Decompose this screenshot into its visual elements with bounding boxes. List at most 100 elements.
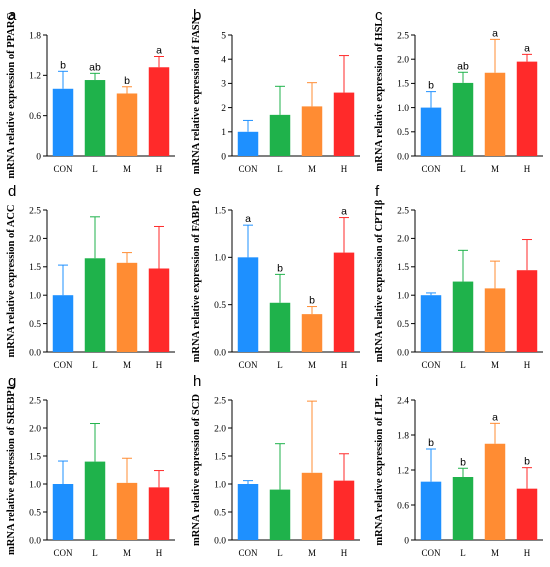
panel-letter-f: f xyxy=(375,183,380,200)
y-tick-label-a-2: 1.2 xyxy=(29,72,41,82)
x-tick-label-b-L: L xyxy=(277,164,283,174)
panel-letter-c: c xyxy=(375,7,383,24)
bar-d-L xyxy=(84,258,106,352)
bar-h-H xyxy=(333,480,355,540)
x-tick-label-a-M: M xyxy=(123,164,131,174)
y-tick-label-d-2: 1.0 xyxy=(29,292,41,302)
bar-f-M xyxy=(484,288,506,352)
significance-label-i-CON: b xyxy=(428,437,434,449)
x-tick-label-h-H: H xyxy=(341,548,348,558)
y-tick-label-b-3: 3 xyxy=(221,80,226,90)
x-tick-label-e-H: H xyxy=(341,360,348,370)
y-tick-label-g-3: 1.5 xyxy=(29,452,41,462)
y-axis-label-g: mRNA relative expression of SREBP1 xyxy=(6,385,17,555)
bar-b-L xyxy=(269,114,291,156)
y-tick-label-a-3: 1.8 xyxy=(29,31,41,41)
panel-letter-h: h xyxy=(193,373,201,390)
bar-f-L xyxy=(452,281,474,352)
y-tick-label-h-0: 0.0 xyxy=(214,536,226,546)
significance-label-c-L: ab xyxy=(457,60,469,72)
significance-label-i-H: b xyxy=(524,456,530,468)
x-tick-label-g-L: L xyxy=(92,548,98,558)
panel-letter-i: i xyxy=(375,373,378,390)
y-tick-label-g-5: 2.5 xyxy=(29,396,41,406)
panel-letter-b: b xyxy=(193,7,201,24)
bar-g-M xyxy=(116,482,138,540)
significance-label-i-L: b xyxy=(460,456,466,468)
x-tick-label-d-L: L xyxy=(92,360,98,370)
bar-c-H xyxy=(516,61,538,157)
significance-label-c-H: a xyxy=(524,42,530,54)
bar-i-CON xyxy=(420,481,442,540)
y-tick-label-g-2: 1.0 xyxy=(29,480,41,490)
y-tick-label-f-4: 2.0 xyxy=(397,235,409,245)
x-tick-label-f-L: L xyxy=(460,360,466,370)
y-tick-label-e-2: 1.0 xyxy=(214,254,226,264)
y-tick-label-c-3: 1.5 xyxy=(397,80,409,90)
y-tick-label-f-1: 0.5 xyxy=(397,320,409,330)
bar-e-H xyxy=(333,252,355,352)
y-tick-label-h-3: 1.5 xyxy=(214,452,226,462)
x-tick-label-i-L: L xyxy=(460,548,466,558)
y-tick-label-i-0: 0 xyxy=(404,536,409,546)
y-tick-label-c-5: 2.5 xyxy=(397,31,409,41)
x-tick-label-c-L: L xyxy=(460,164,466,174)
y-tick-label-d-3: 1.5 xyxy=(29,263,41,273)
y-axis-label-c: mRNA relative expression of HSL xyxy=(374,20,385,172)
significance-label-a-L: ab xyxy=(89,61,101,73)
y-tick-label-d-4: 2.0 xyxy=(29,235,41,245)
bar-d-CON xyxy=(52,295,74,352)
x-tick-label-b-H: H xyxy=(341,164,348,174)
bar-e-L xyxy=(269,302,291,352)
x-tick-label-e-L: L xyxy=(277,360,283,370)
bar-e-CON xyxy=(237,257,259,352)
y-tick-label-b-5: 5 xyxy=(221,31,226,41)
y-tick-label-f-5: 2.5 xyxy=(397,206,409,216)
bar-c-M xyxy=(484,72,506,156)
y-tick-label-h-2: 1.0 xyxy=(214,480,226,490)
significance-label-e-CON: a xyxy=(245,213,251,225)
y-tick-label-g-1: 0.5 xyxy=(29,508,41,518)
x-tick-label-d-M: M xyxy=(123,360,131,370)
y-tick-label-f-2: 1.0 xyxy=(397,292,409,302)
y-tick-label-a-0: 0 xyxy=(36,152,41,162)
bar-a-H xyxy=(148,67,170,156)
panel-letter-a: a xyxy=(8,7,17,24)
x-tick-label-a-CON: CON xyxy=(53,164,73,174)
x-tick-label-h-M: M xyxy=(308,548,316,558)
bar-g-L xyxy=(84,461,106,540)
x-tick-label-c-M: M xyxy=(491,164,499,174)
x-tick-label-f-H: H xyxy=(524,360,531,370)
bar-a-CON xyxy=(52,88,74,156)
panel-letter-e: e xyxy=(193,183,201,200)
bar-f-H xyxy=(516,270,538,352)
x-tick-label-i-M: M xyxy=(491,548,499,558)
y-tick-label-h-4: 2.0 xyxy=(214,424,226,434)
y-tick-label-b-1: 1 xyxy=(221,128,226,138)
y-tick-label-e-0: 0.0 xyxy=(214,348,226,358)
bar-e-M xyxy=(301,314,323,352)
y-axis-label-i: mRNA relative expression of LPL xyxy=(374,394,385,545)
y-tick-label-g-4: 2.0 xyxy=(29,424,41,434)
bar-c-L xyxy=(452,82,474,156)
bar-a-L xyxy=(84,80,106,156)
y-tick-label-h-5: 2.5 xyxy=(214,396,226,406)
x-tick-label-i-CON: CON xyxy=(421,548,441,558)
x-tick-label-h-CON: CON xyxy=(238,548,258,558)
panel-letter-g: g xyxy=(8,373,16,390)
significance-label-a-M: b xyxy=(124,75,130,87)
panel-letter-d: d xyxy=(8,183,16,200)
x-tick-label-e-CON: CON xyxy=(238,360,258,370)
significance-label-e-M: b xyxy=(309,295,315,307)
x-tick-label-g-M: M xyxy=(123,548,131,558)
x-tick-label-f-CON: CON xyxy=(421,360,441,370)
x-tick-label-h-L: L xyxy=(277,548,283,558)
y-axis-label-d: mRNA relative expression of ACC xyxy=(6,204,17,357)
significance-label-a-CON: b xyxy=(60,59,66,71)
x-tick-label-g-H: H xyxy=(156,548,163,558)
significance-label-e-L: b xyxy=(277,262,283,274)
x-tick-label-c-CON: CON xyxy=(421,164,441,174)
y-tick-label-c-4: 2.0 xyxy=(397,56,409,66)
y-tick-label-g-0: 0.0 xyxy=(29,536,41,546)
